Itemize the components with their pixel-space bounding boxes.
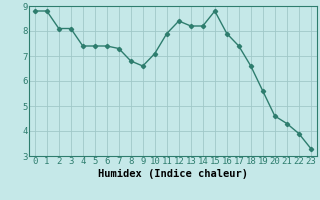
X-axis label: Humidex (Indice chaleur): Humidex (Indice chaleur) [98, 169, 248, 179]
